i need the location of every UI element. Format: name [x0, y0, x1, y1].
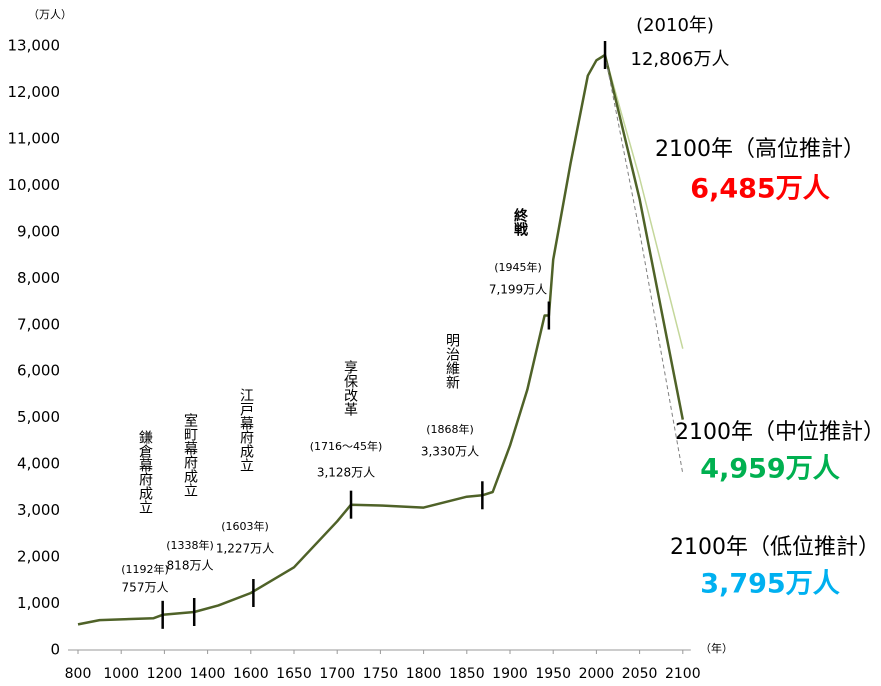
- series-line: [604, 54, 684, 474]
- x-tick-label: 1700: [319, 666, 355, 682]
- projection-name: 2100年（高位推計）: [655, 137, 865, 162]
- event-year: (1716～45年): [310, 439, 383, 453]
- x-tick-label: 1600: [233, 666, 269, 682]
- y-tick-label: 5,000: [17, 408, 60, 426]
- y-tick-label: 10,000: [8, 176, 61, 194]
- y-tick-label: 9,000: [17, 222, 60, 240]
- event-value: 757万人: [122, 581, 169, 595]
- projection-value: 4,959万人: [700, 454, 839, 485]
- x-tick-label: 2100: [665, 666, 701, 682]
- event-year: (1192年): [121, 562, 169, 576]
- x-tick-label: 800: [65, 666, 92, 682]
- event-name: 鎌倉幕府成立: [137, 430, 153, 514]
- x-tick-label: 1950: [535, 666, 571, 682]
- y-tick-label: 4,000: [17, 455, 60, 473]
- x-tick-label: 2050: [622, 666, 658, 682]
- y-tick-label: 11,000: [8, 129, 61, 147]
- projection-name: 2100年（低位推計）: [670, 535, 880, 560]
- x-tick-label: 1000: [103, 666, 139, 682]
- x-tick-label: 1200: [147, 666, 183, 682]
- y-tick-label: 1,000: [17, 594, 60, 612]
- y-tick-label: 8,000: [17, 269, 60, 287]
- event-value: 7,199万人: [489, 283, 547, 297]
- projection-name: 2100年（中位推計）: [675, 420, 881, 445]
- series-line: [604, 54, 684, 349]
- x-tick-label: 1850: [449, 666, 485, 682]
- projection-value: 6,485万人: [690, 174, 829, 205]
- y-tick-label: 7,000: [17, 315, 60, 333]
- y-tick-label: 2,000: [17, 548, 60, 566]
- event-value: 3,330万人: [421, 445, 479, 459]
- event-year: (2010年): [636, 15, 714, 36]
- x-tick-label: 1800: [406, 666, 442, 682]
- event-year: (1338年): [166, 538, 214, 552]
- event-value: 12,806万人: [631, 49, 730, 70]
- y-tick-label: 13,000: [8, 37, 61, 55]
- y-tick-label: 6,000: [17, 362, 60, 380]
- event-value: 818万人: [167, 559, 214, 573]
- y-unit-label: （万人）: [28, 8, 72, 21]
- event-name: 室町幕府成立: [182, 412, 198, 497]
- projection-value: 3,795万人: [700, 569, 839, 600]
- event-name: 明治維新: [444, 333, 460, 390]
- y-tick-label: 3,000: [17, 501, 60, 519]
- event-name: 終戦: [512, 207, 528, 237]
- x-tick-label: 1900: [492, 666, 528, 682]
- x-tick-label: 1650: [276, 666, 312, 682]
- x-tick-label: 2000: [579, 666, 615, 682]
- y-tick-label: 12,000: [8, 83, 61, 101]
- event-value: 3,128万人: [317, 466, 375, 480]
- event-value: 1,227万人: [216, 542, 274, 556]
- y-tick-label: 0: [50, 641, 60, 659]
- series-line: [603, 54, 685, 420]
- x-tick-label: 1750: [363, 666, 399, 682]
- event-name: 享保改革: [342, 359, 358, 416]
- event-year: (1603年): [221, 519, 269, 533]
- x-tick-label: 1400: [190, 666, 226, 682]
- x-unit-label: （年）: [700, 641, 733, 655]
- event-year: (1868年): [426, 422, 474, 436]
- event-year: (1945年): [494, 260, 542, 274]
- series-line: [77, 53, 606, 626]
- event-name: 江戸幕府成立: [238, 388, 254, 472]
